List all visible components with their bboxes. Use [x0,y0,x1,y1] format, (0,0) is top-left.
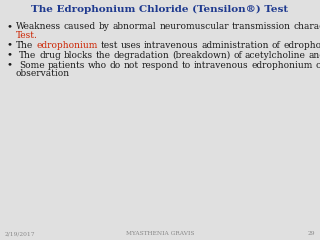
Text: acetylcholine: acetylcholine [245,50,306,60]
Text: chloride: chloride [316,60,320,70]
Text: edrophonium: edrophonium [36,41,98,49]
Text: to: to [182,60,191,70]
Text: edrophonium: edrophonium [284,41,320,49]
Text: and: and [308,50,320,60]
Text: do: do [110,60,121,70]
Text: 29: 29 [308,231,315,236]
Text: the: the [96,50,111,60]
Text: test: test [100,41,118,49]
Text: edrophonium: edrophonium [252,60,313,70]
Text: abnormal: abnormal [113,22,156,31]
Text: patients: patients [47,60,85,70]
Text: drug: drug [39,50,61,60]
Text: uses: uses [121,41,141,49]
Text: •: • [7,41,13,49]
Text: administration: administration [202,41,269,49]
Text: •: • [7,60,13,70]
Text: Some: Some [19,60,44,70]
Text: •: • [7,22,13,31]
Text: MYASTHENIA GRAVIS: MYASTHENIA GRAVIS [126,231,194,236]
Text: caused: caused [64,22,96,31]
Text: 2/19/2017: 2/19/2017 [5,231,36,236]
Text: respond: respond [142,60,179,70]
Text: degradation: degradation [114,50,169,60]
Text: Weakness: Weakness [16,22,61,31]
Text: intravenous: intravenous [194,60,249,70]
Text: by: by [99,22,110,31]
Text: characteristically: characteristically [294,22,320,31]
Text: The: The [16,41,33,49]
Text: The Edrophonium Chloride (Tensilon®) Test: The Edrophonium Chloride (Tensilon®) Tes… [31,5,289,14]
Text: neuromuscular: neuromuscular [159,22,229,31]
Text: blocks: blocks [64,50,93,60]
Text: not: not [124,60,139,70]
Text: (breakdown): (breakdown) [172,50,230,60]
Text: who: who [88,60,107,70]
Text: Test.: Test. [16,30,38,40]
Text: intravenous: intravenous [144,41,199,49]
Text: •: • [7,50,13,60]
Text: of: of [233,50,242,60]
Text: transmission: transmission [232,22,291,31]
Text: The: The [19,50,36,60]
Text: of: of [272,41,281,49]
Text: observation: observation [16,69,70,78]
